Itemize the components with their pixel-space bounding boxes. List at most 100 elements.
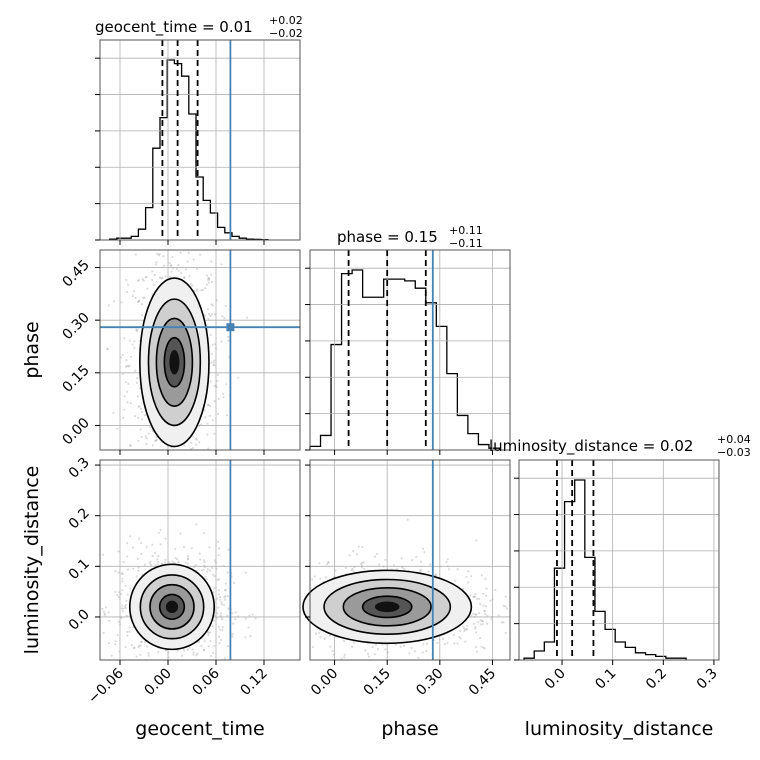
scatter-point	[125, 278, 128, 282]
scatter-point	[486, 614, 489, 617]
scatter-point	[331, 649, 334, 652]
scatter-point	[456, 642, 459, 645]
scatter-point	[206, 568, 209, 571]
scatter-point	[319, 577, 322, 580]
scatter-point	[210, 361, 213, 364]
scatter-point	[126, 593, 129, 596]
scatter-point	[138, 299, 141, 302]
scatter-point	[459, 630, 462, 633]
density-region	[165, 600, 179, 614]
scatter-point	[139, 653, 142, 657]
scatter-point	[175, 267, 179, 270]
histogram-phase	[309, 269, 501, 450]
scatter-point	[334, 569, 337, 572]
scatter-point	[174, 556, 177, 560]
scatter-point	[425, 649, 428, 653]
scatter-point	[195, 654, 198, 657]
scatter-point	[169, 264, 172, 267]
scatter-point	[133, 346, 136, 349]
scatter-point	[216, 597, 219, 600]
histogram-geocent_time	[108, 59, 269, 241]
scatter-point	[102, 610, 105, 613]
scatter-point	[210, 566, 214, 570]
scatter-point	[121, 589, 124, 592]
scatter-point	[185, 268, 188, 271]
scatter-point	[126, 364, 129, 367]
contour-line	[139, 574, 205, 640]
scatter-point	[119, 356, 123, 359]
scatter-point	[182, 545, 186, 549]
scatter-point	[237, 376, 240, 379]
scatter-point	[164, 537, 167, 540]
scatter-point	[224, 598, 227, 601]
scatter-point	[475, 539, 478, 542]
scatter-point	[132, 567, 135, 570]
scatter-point	[131, 343, 134, 346]
scatter-point	[474, 593, 477, 596]
scatter-point	[158, 253, 161, 256]
scatter-point	[149, 426, 152, 429]
scatter-point	[213, 364, 216, 367]
scatter-point	[125, 599, 128, 603]
scatter-point	[191, 435, 195, 438]
scatter-point	[191, 284, 194, 287]
scatter-point	[125, 614, 128, 617]
scatter-point	[356, 553, 359, 556]
scatter-point	[340, 657, 343, 660]
scatter-point	[205, 283, 209, 286]
scatter-point	[207, 317, 210, 320]
scatter-point	[480, 645, 483, 648]
scatter-point	[219, 612, 223, 615]
scatter-point	[137, 439, 140, 442]
scatter-point	[364, 649, 367, 652]
scatter-point	[144, 276, 147, 279]
scatter-point	[479, 619, 482, 622]
scatter-point	[218, 641, 221, 645]
scatter-point	[478, 597, 481, 600]
scatter-point	[446, 558, 449, 561]
scatter-point	[211, 280, 214, 284]
scatter-point	[384, 648, 387, 651]
panel-frame	[309, 459, 511, 661]
scatter-point	[363, 567, 366, 571]
scatter-point	[140, 407, 143, 411]
scatter-point	[315, 632, 318, 635]
scatter-point	[135, 381, 138, 384]
scatter-point	[146, 645, 149, 648]
scatter-point	[117, 550, 120, 553]
scatter-point	[151, 543, 154, 546]
scatter-point	[209, 380, 212, 383]
scatter-point	[209, 640, 212, 643]
scatter-point	[327, 561, 330, 564]
contour-line	[139, 277, 210, 448]
scatter-point	[157, 555, 160, 558]
scatter-point	[122, 416, 125, 419]
scatter-point	[123, 395, 126, 398]
scatter-point	[251, 613, 254, 616]
scatter-point	[473, 595, 477, 598]
scatter-point	[124, 646, 127, 649]
scatter-point	[196, 652, 199, 655]
scatter-point	[427, 570, 430, 573]
scatter-point	[220, 340, 223, 343]
scatter-point	[126, 283, 130, 286]
scatter-point	[368, 655, 371, 658]
scatter-point	[154, 564, 157, 567]
scatter-point	[101, 607, 104, 611]
scatter-point	[348, 554, 351, 557]
scatter-point	[122, 560, 125, 564]
scatter-point	[234, 611, 237, 614]
scatter-point	[114, 570, 117, 573]
scatter-point	[204, 416, 207, 419]
scatter-point	[137, 566, 140, 569]
scatter-point	[145, 437, 148, 440]
scatter-point	[126, 555, 129, 558]
scatter-point	[110, 654, 113, 657]
scatter-point	[216, 412, 219, 416]
scatter-point	[147, 654, 150, 657]
scatter-point	[353, 566, 356, 569]
scatter-point	[426, 642, 429, 645]
scatter-point	[129, 535, 132, 538]
scatter-point	[177, 269, 180, 272]
scatter-point	[107, 642, 111, 645]
